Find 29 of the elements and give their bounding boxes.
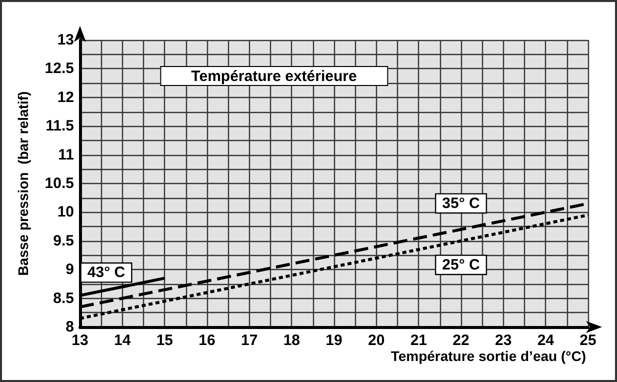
series-label: 25° C [442,256,480,274]
y-tick-label: 9 [66,261,74,278]
y-tick-label: 12.5 [44,60,74,78]
x-tick-label: 24 [537,332,555,349]
x-tick-label: 23 [494,332,512,349]
y-tick-label: 8 [66,318,74,336]
note-box: Température extérieure [160,66,388,86]
y-tick-label: 10 [57,204,74,221]
x-tick-label: 16 [198,332,216,349]
x-axis-title: Température sortie d’eau (°C) [390,348,586,364]
y-tick-label: 11.5 [46,118,74,135]
x-tick-label: 25 [580,332,596,349]
y-tick-label: 8.5 [53,290,74,307]
x-tick-label: 15 [156,332,174,349]
y-tick-label: 9.5 [53,232,74,250]
y-tick-label: 11 [58,146,74,164]
x-tick-label: 18 [283,332,300,349]
x-tick-label: 17 [240,332,258,349]
y-tick-label: 13 [57,32,74,48]
y-tick-label: 12 [57,88,74,106]
x-tick-label: 19 [326,332,342,349]
series-label: 43° C [87,264,126,282]
x-tick-label: 20 [368,332,385,349]
x-tick-label: 22 [452,332,470,349]
y-axis-title: Basse pression (bar relatif) [15,91,31,276]
x-tick-label: 21 [410,332,428,349]
y-tick-label: 10.5 [44,175,74,192]
x-tick-label: 14 [114,332,132,349]
series-label: 35° C [442,194,480,212]
